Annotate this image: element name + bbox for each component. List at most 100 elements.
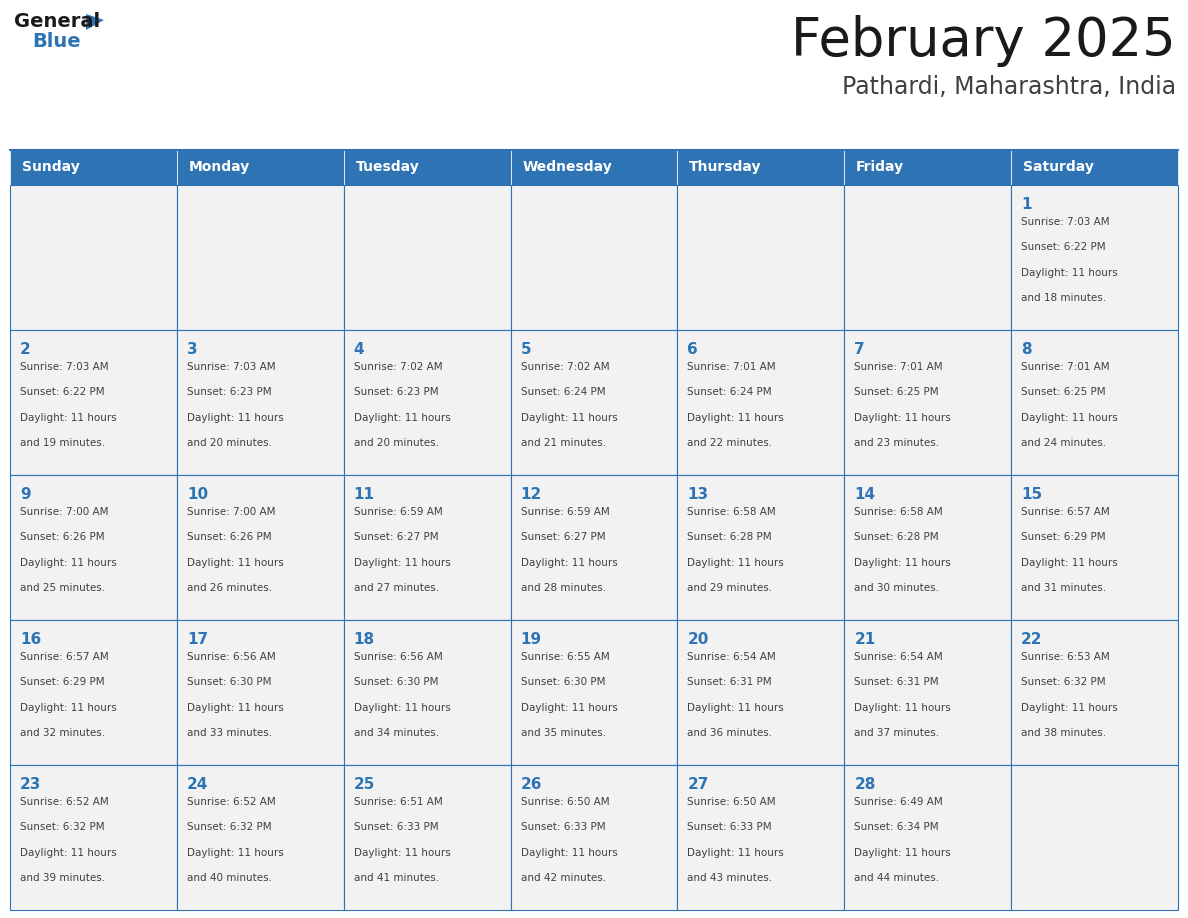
Text: 15: 15: [1022, 487, 1042, 502]
Text: and 18 minutes.: and 18 minutes.: [1022, 293, 1106, 303]
Text: and 35 minutes.: and 35 minutes.: [520, 728, 606, 738]
Text: Daylight: 11 hours: Daylight: 11 hours: [20, 703, 116, 712]
Bar: [677, 150, 845, 185]
Text: Daylight: 11 hours: Daylight: 11 hours: [520, 558, 618, 567]
Text: and 23 minutes.: and 23 minutes.: [854, 438, 940, 448]
Text: Sunrise: 7:02 AM: Sunrise: 7:02 AM: [520, 362, 609, 372]
Text: Sunrise: 7:03 AM: Sunrise: 7:03 AM: [20, 362, 108, 372]
Text: Sunrise: 6:54 AM: Sunrise: 6:54 AM: [688, 652, 776, 662]
Bar: [10, 765, 177, 910]
Text: 12: 12: [520, 487, 542, 502]
Text: 17: 17: [187, 632, 208, 647]
Text: Sunset: 6:29 PM: Sunset: 6:29 PM: [1022, 532, 1106, 543]
Text: and 20 minutes.: and 20 minutes.: [354, 438, 438, 448]
Text: Daylight: 11 hours: Daylight: 11 hours: [520, 703, 618, 712]
Bar: [177, 150, 343, 185]
Text: Sunrise: 6:52 AM: Sunrise: 6:52 AM: [20, 797, 109, 807]
Text: Sunset: 6:32 PM: Sunset: 6:32 PM: [187, 823, 272, 833]
Bar: [511, 330, 677, 475]
Text: Daylight: 11 hours: Daylight: 11 hours: [20, 413, 116, 423]
Text: Sunrise: 7:01 AM: Sunrise: 7:01 AM: [688, 362, 776, 372]
Text: and 30 minutes.: and 30 minutes.: [854, 583, 940, 593]
Text: 21: 21: [854, 632, 876, 647]
Text: 27: 27: [688, 777, 709, 792]
Text: Sunset: 6:22 PM: Sunset: 6:22 PM: [1022, 242, 1106, 252]
Bar: [511, 150, 677, 185]
Text: Sunrise: 6:56 AM: Sunrise: 6:56 AM: [187, 652, 276, 662]
Text: Sunday: Sunday: [21, 161, 80, 174]
Bar: [1011, 330, 1178, 475]
Text: and 24 minutes.: and 24 minutes.: [1022, 438, 1106, 448]
Text: Pathardi, Maharashtra, India: Pathardi, Maharashtra, India: [842, 75, 1176, 99]
Bar: [177, 185, 343, 330]
Text: Daylight: 11 hours: Daylight: 11 hours: [354, 703, 450, 712]
Bar: [677, 765, 845, 910]
Text: Sunset: 6:28 PM: Sunset: 6:28 PM: [688, 532, 772, 543]
Bar: [343, 150, 511, 185]
Text: Daylight: 11 hours: Daylight: 11 hours: [187, 558, 284, 567]
Text: Saturday: Saturday: [1023, 161, 1094, 174]
Text: and 34 minutes.: and 34 minutes.: [354, 728, 438, 738]
Text: and 36 minutes.: and 36 minutes.: [688, 728, 772, 738]
Text: Sunset: 6:31 PM: Sunset: 6:31 PM: [854, 677, 939, 688]
Text: and 33 minutes.: and 33 minutes.: [187, 728, 272, 738]
Text: Daylight: 11 hours: Daylight: 11 hours: [854, 413, 952, 423]
Text: Friday: Friday: [857, 161, 904, 174]
Text: Daylight: 11 hours: Daylight: 11 hours: [854, 558, 952, 567]
Text: Sunrise: 7:03 AM: Sunrise: 7:03 AM: [1022, 217, 1110, 227]
Text: Sunrise: 7:01 AM: Sunrise: 7:01 AM: [854, 362, 943, 372]
Text: Sunset: 6:27 PM: Sunset: 6:27 PM: [354, 532, 438, 543]
Text: Sunset: 6:25 PM: Sunset: 6:25 PM: [854, 387, 939, 397]
Text: Daylight: 11 hours: Daylight: 11 hours: [20, 558, 116, 567]
Text: Sunset: 6:24 PM: Sunset: 6:24 PM: [688, 387, 772, 397]
Bar: [845, 620, 1011, 765]
Text: Sunset: 6:30 PM: Sunset: 6:30 PM: [187, 677, 271, 688]
Bar: [677, 475, 845, 620]
Text: Monday: Monday: [189, 161, 249, 174]
Text: Daylight: 11 hours: Daylight: 11 hours: [354, 558, 450, 567]
Text: Sunset: 6:23 PM: Sunset: 6:23 PM: [187, 387, 272, 397]
Text: and 39 minutes.: and 39 minutes.: [20, 873, 105, 883]
Bar: [177, 765, 343, 910]
Text: Blue: Blue: [32, 32, 81, 51]
Bar: [1011, 185, 1178, 330]
Bar: [845, 475, 1011, 620]
Text: Sunrise: 6:50 AM: Sunrise: 6:50 AM: [688, 797, 776, 807]
Text: and 31 minutes.: and 31 minutes.: [1022, 583, 1106, 593]
Bar: [10, 475, 177, 620]
Bar: [343, 330, 511, 475]
Text: Sunset: 6:28 PM: Sunset: 6:28 PM: [854, 532, 939, 543]
Text: General: General: [14, 12, 100, 31]
Text: Daylight: 11 hours: Daylight: 11 hours: [854, 703, 952, 712]
Text: Daylight: 11 hours: Daylight: 11 hours: [187, 847, 284, 857]
Text: Sunset: 6:25 PM: Sunset: 6:25 PM: [1022, 387, 1106, 397]
Text: Daylight: 11 hours: Daylight: 11 hours: [1022, 703, 1118, 712]
Text: and 22 minutes.: and 22 minutes.: [688, 438, 772, 448]
Text: Wednesday: Wednesday: [523, 161, 612, 174]
Text: Daylight: 11 hours: Daylight: 11 hours: [354, 413, 450, 423]
Text: and 28 minutes.: and 28 minutes.: [520, 583, 606, 593]
Text: and 21 minutes.: and 21 minutes.: [520, 438, 606, 448]
Text: 6: 6: [688, 342, 699, 357]
Text: Daylight: 11 hours: Daylight: 11 hours: [854, 847, 952, 857]
Text: 26: 26: [520, 777, 542, 792]
Text: and 44 minutes.: and 44 minutes.: [854, 873, 940, 883]
Text: Sunrise: 6:59 AM: Sunrise: 6:59 AM: [520, 507, 609, 517]
Bar: [343, 185, 511, 330]
Text: 25: 25: [354, 777, 375, 792]
Text: 2: 2: [20, 342, 31, 357]
Text: Daylight: 11 hours: Daylight: 11 hours: [520, 847, 618, 857]
Text: 7: 7: [854, 342, 865, 357]
Text: 13: 13: [688, 487, 708, 502]
Text: Sunset: 6:31 PM: Sunset: 6:31 PM: [688, 677, 772, 688]
Text: Sunrise: 6:49 AM: Sunrise: 6:49 AM: [854, 797, 943, 807]
Text: 23: 23: [20, 777, 42, 792]
Text: and 41 minutes.: and 41 minutes.: [354, 873, 438, 883]
Text: 19: 19: [520, 632, 542, 647]
Text: and 38 minutes.: and 38 minutes.: [1022, 728, 1106, 738]
Text: Sunrise: 6:57 AM: Sunrise: 6:57 AM: [20, 652, 109, 662]
Text: Sunrise: 6:52 AM: Sunrise: 6:52 AM: [187, 797, 276, 807]
Text: and 43 minutes.: and 43 minutes.: [688, 873, 772, 883]
Bar: [1011, 150, 1178, 185]
Bar: [10, 620, 177, 765]
